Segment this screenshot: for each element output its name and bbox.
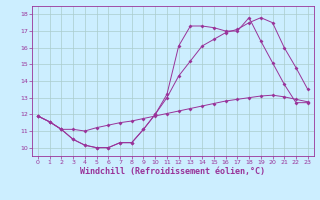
- X-axis label: Windchill (Refroidissement éolien,°C): Windchill (Refroidissement éolien,°C): [80, 167, 265, 176]
